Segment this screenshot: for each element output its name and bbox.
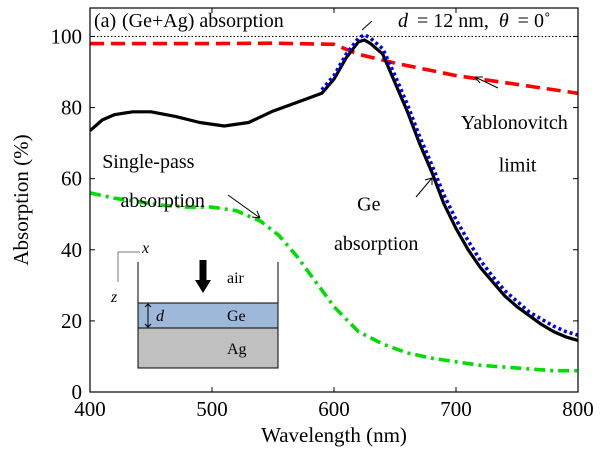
arrow-title-to-curve <box>361 20 373 31</box>
inset-incident-light-arrowhead <box>195 280 211 293</box>
series-line-single-pass <box>90 191 578 373</box>
chart-title: (Ge+Ag) absorption <box>122 10 284 32</box>
y-tick-label-100: 100 <box>51 24 83 48</box>
chart-params: d = 12 nm, θ = 0˚ <box>398 10 551 32</box>
series-line-ge-ag <box>90 38 578 342</box>
inset-ag-layer <box>137 327 279 369</box>
param-theta-symbol: θ <box>499 10 509 32</box>
series-line-ge <box>320 32 578 337</box>
inset-z-label: z <box>110 289 118 306</box>
inset-ge-layer <box>137 302 279 329</box>
arrow-to-yablonovitch-curve <box>474 76 499 89</box>
inset-d-label: d <box>156 308 165 325</box>
x-tick-label-700: 700 <box>440 397 472 421</box>
ticks-layer: 400 500 600 700 800 0 20 40 60 80 100 <box>51 8 594 421</box>
x-tick-label-400: 400 <box>74 397 106 421</box>
annotation-arrows <box>227 20 499 219</box>
series-line-yablonovitch <box>90 41 578 96</box>
x-axis-title: Wavelength (nm) <box>261 423 407 447</box>
param-theta-value: = 0˚ <box>518 10 551 32</box>
annotation-yablonovitch-line2: limit <box>499 155 537 177</box>
inset-ag-label: Ag <box>227 341 247 358</box>
annotation-single-pass-line2: absorption <box>121 190 205 212</box>
param-d-symbol: d <box>398 10 409 32</box>
inset-schematic: x z air Ge Ag d <box>110 240 279 369</box>
inset-thickness-marker <box>144 303 152 328</box>
arrow-to-single-pass-curve <box>227 194 261 219</box>
x-tick-label-600: 600 <box>318 397 350 421</box>
y-tick-label-40: 40 <box>61 238 82 262</box>
annotation-ge-line2: absorption <box>334 233 418 255</box>
param-d-value: = 12 nm, <box>417 10 489 32</box>
y-tick-label-80: 80 <box>61 96 82 120</box>
annotation-single-pass-line1: Single-pass <box>102 151 194 173</box>
y-tick-label-60: 60 <box>61 167 82 191</box>
plot-area-clip-group <box>90 32 578 373</box>
annotation-ge-line1: Ge <box>357 194 380 216</box>
annotation-yablonovitch-line1: Yablonovitch <box>461 112 568 134</box>
series-layer <box>90 32 578 373</box>
y-tick-label-0: 0 <box>72 380 83 404</box>
annotation-layer: Yablonovitch limit Single-pass absorptio… <box>102 112 568 255</box>
inset-x-label: x <box>141 240 149 257</box>
x-tick-label-800: 800 <box>562 397 594 421</box>
inset-air-label: air <box>227 270 245 287</box>
arrow-to-ge-curve <box>415 177 433 198</box>
y-axis-title: Absorption (%) <box>9 134 33 265</box>
x-tick-label-500: 500 <box>196 397 228 421</box>
panel-label: (a) <box>94 10 116 32</box>
y-tick-label-20: 20 <box>61 309 82 333</box>
inset-ge-label: Ge <box>227 308 246 325</box>
